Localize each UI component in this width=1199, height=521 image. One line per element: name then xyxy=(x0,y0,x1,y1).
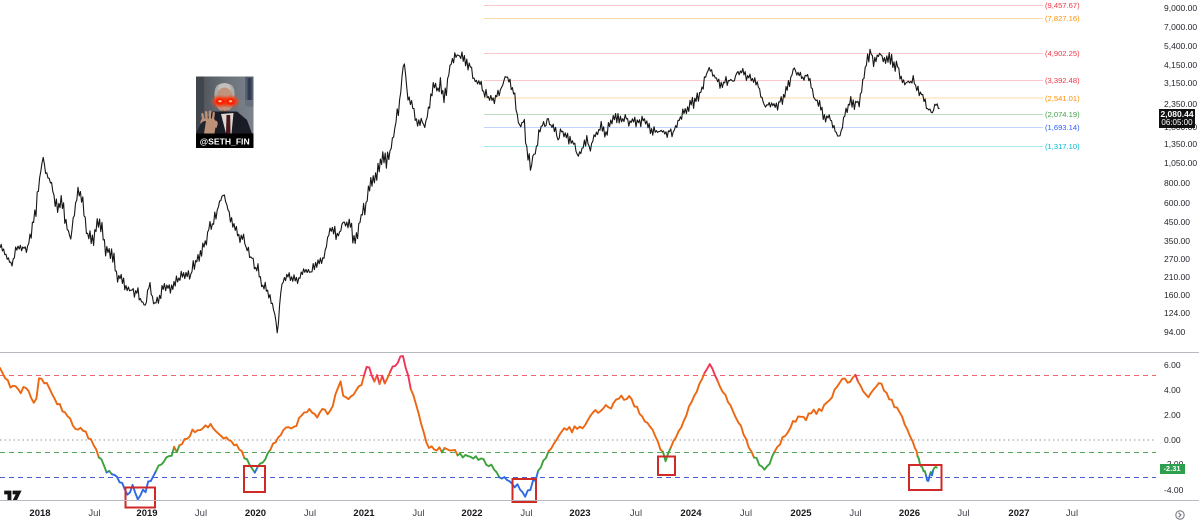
svg-text:@SETH_FIN: @SETH_FIN xyxy=(200,136,250,146)
